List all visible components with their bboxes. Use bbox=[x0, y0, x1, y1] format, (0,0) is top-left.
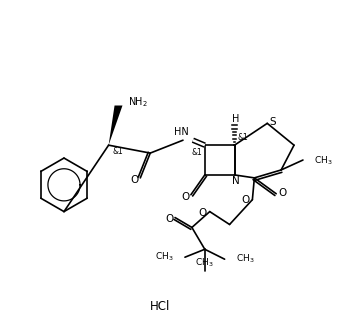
Text: NH$_2$: NH$_2$ bbox=[129, 96, 148, 110]
Text: H: H bbox=[232, 114, 239, 124]
Text: HCl: HCl bbox=[150, 300, 171, 313]
Text: &1: &1 bbox=[113, 147, 123, 155]
Text: N: N bbox=[232, 176, 239, 186]
Text: O: O bbox=[241, 195, 250, 205]
Text: &1: &1 bbox=[238, 133, 248, 142]
Text: HN: HN bbox=[174, 127, 188, 137]
Text: &1: &1 bbox=[191, 148, 202, 156]
Text: CH$_3$: CH$_3$ bbox=[195, 257, 214, 269]
Text: O: O bbox=[182, 192, 190, 202]
Text: O: O bbox=[165, 214, 173, 224]
Text: CH$_3$: CH$_3$ bbox=[236, 253, 254, 265]
Text: CH$_3$: CH$_3$ bbox=[155, 251, 174, 263]
Text: S: S bbox=[269, 117, 275, 127]
Text: O: O bbox=[130, 175, 139, 185]
Text: O: O bbox=[199, 208, 207, 217]
Polygon shape bbox=[109, 106, 122, 145]
Text: O: O bbox=[278, 188, 286, 198]
Text: CH$_3$: CH$_3$ bbox=[314, 155, 332, 167]
